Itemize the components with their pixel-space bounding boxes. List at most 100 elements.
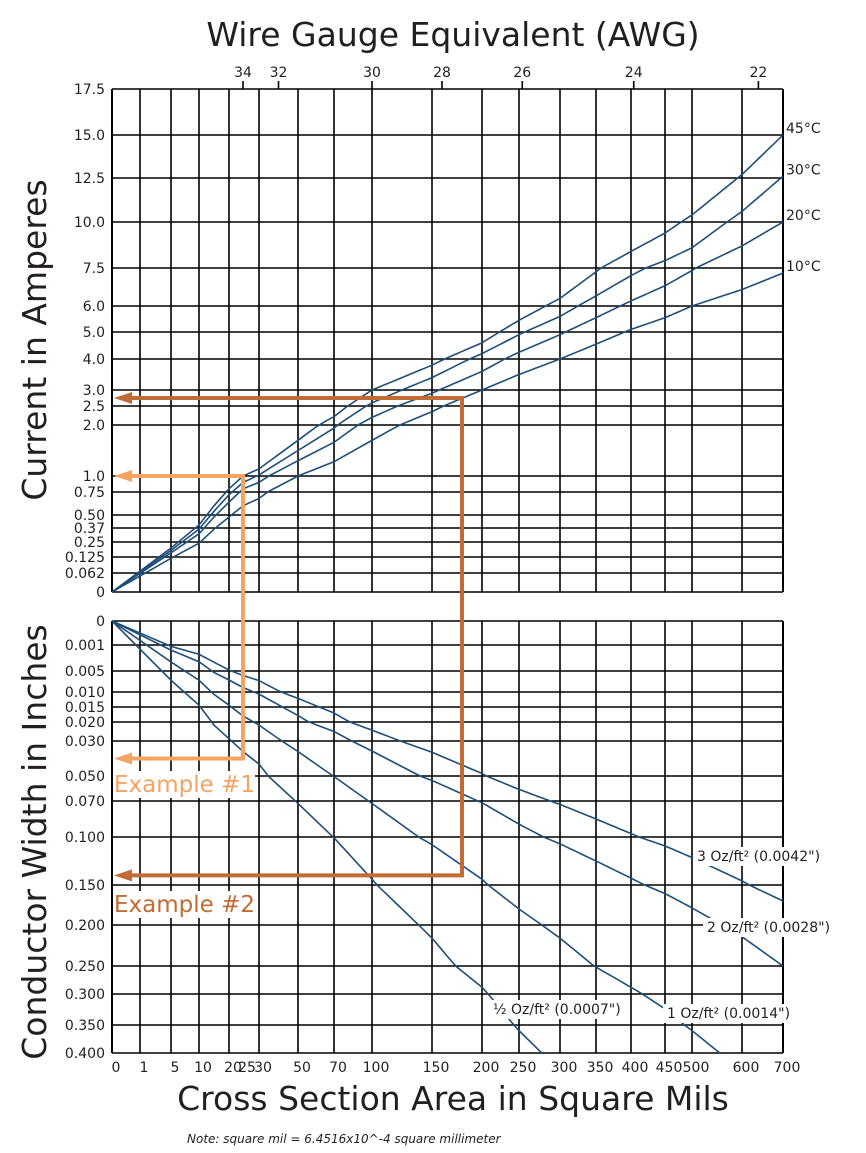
upper-y-tick-label: 1.0: [83, 469, 105, 485]
line-label: ½ Oz/ft² (0.0007"): [493, 1002, 621, 1018]
awg-tick-label: 32: [270, 65, 288, 81]
upper-y-axis-label: Current in Amperes: [15, 179, 54, 500]
example-arrowhead: [114, 869, 132, 882]
lower-y-tick-label: 0.350: [65, 1018, 105, 1034]
upper-y-tick-label: 0.50: [74, 508, 105, 524]
x-tick-label: 5: [171, 1060, 180, 1076]
x-tick-label: 700: [774, 1060, 801, 1076]
upper-y-tick-label: 10.0: [74, 215, 105, 231]
curve-label: 30°C: [786, 162, 821, 178]
line-label-bg: [693, 847, 834, 866]
x-tick-label: 350: [587, 1060, 614, 1076]
current-curve: [111, 175, 784, 593]
curve-label: 20°C: [786, 208, 821, 224]
x-tick-label: 500: [683, 1060, 710, 1076]
awg-tick-label: 26: [513, 65, 531, 81]
x-tick-label: 1: [140, 1060, 149, 1076]
upper-y-tick-label: 12.5: [74, 171, 105, 187]
awg-axis: 34 32 30 28 26 24 22: [234, 65, 767, 89]
x-tick-label: 10: [194, 1060, 212, 1076]
example-label-bg: [113, 771, 255, 798]
upper-y-tick-label: 3.0: [83, 383, 105, 399]
upper-curves: [111, 134, 784, 593]
line-label-bg: [489, 1000, 630, 1019]
x-tick-label: 600: [733, 1060, 760, 1076]
upper-y-tick-label: 0: [96, 585, 105, 601]
upper-y-tick-label: 0.25: [74, 535, 105, 551]
upper-y-tick-label: 2.5: [83, 399, 105, 415]
lower-y-tick-label: 0.400: [65, 1046, 105, 1062]
awg-tick-label: 22: [749, 65, 767, 81]
x-tick-label: 100: [363, 1060, 390, 1076]
example-arrowhead: [114, 392, 132, 404]
lower-y-tick-label: 0.100: [65, 830, 105, 846]
example-label: Example #1: [114, 772, 255, 798]
lower-y-axis-label: Conductor Width in Inches: [15, 624, 54, 1059]
example-arrowhead: [114, 470, 132, 482]
lower-y-tick-label: 0: [96, 614, 105, 630]
x-axis-label: Cross Section Area in Square Mils: [177, 1079, 729, 1118]
x-tick-label: 20: [224, 1060, 242, 1076]
example-path: [128, 396, 464, 878]
lower-y-tick-label: 0.001: [65, 638, 105, 654]
x-tick-label: 25: [238, 1060, 256, 1076]
lower-y-tick-label: 0.015: [65, 700, 105, 716]
current-curve: [111, 272, 784, 593]
upper-y-tick-label: 7.5: [83, 261, 105, 277]
x-tick-label: 30: [254, 1060, 272, 1076]
x-tick-label: 200: [473, 1060, 500, 1076]
lower-y-tick-label: 0.250: [65, 959, 105, 975]
awg-tick-label: 34: [234, 65, 252, 81]
lower-y-tick-label: 0.010: [65, 685, 105, 701]
curve-label: 10°C: [786, 259, 821, 275]
upper-y-tick-label: 0.062: [65, 566, 105, 582]
awg-tick-label: 24: [625, 65, 643, 81]
current-curve: [111, 134, 784, 593]
x-tick-label: 300: [551, 1060, 578, 1076]
lower-y-tick-label: 0.050: [65, 769, 105, 785]
x-tick-label: 50: [293, 1060, 311, 1076]
awg-tick-label: 30: [363, 65, 381, 81]
x-tick-label: 70: [329, 1060, 347, 1076]
lower-y-tick-label: 0.020: [65, 715, 105, 731]
awg-tick-label: 28: [433, 65, 451, 81]
lower-line-labels: 3 Oz/ft² (0.0042") 2 Oz/ft² (0.0028") 1 Oz…: [489, 847, 844, 1023]
lower-grid: [111, 620, 784, 1054]
line-label: 1 Oz/ft² (0.0014"): [667, 1006, 790, 1022]
line-label-bg: [703, 918, 844, 937]
upper-y-tick-label: 0.37: [74, 521, 105, 537]
line-label: 2 Oz/ft² (0.0028"): [707, 920, 830, 936]
lower-y-tick-label: 0.200: [65, 918, 105, 934]
example-label: Example #2: [114, 892, 255, 918]
upper-y-tick-label: 4.0: [83, 352, 105, 368]
upper-y-tick-label: 2.0: [83, 418, 105, 434]
current-curve: [111, 221, 784, 593]
lower-y-tick-label: 0.150: [65, 878, 105, 894]
copper-weight-line: [111, 620, 784, 902]
curve-label: 45°C: [786, 121, 821, 137]
lower-y-tick-label: 0.030: [65, 734, 105, 750]
examples: Example #1 Example #2: [113, 392, 464, 918]
upper-y-tick-label: 15.0: [74, 128, 105, 144]
chart-title: Wire Gauge Equivalent (AWG): [206, 15, 699, 54]
lower-y-tick-label: 0.070: [65, 794, 105, 810]
upper-y-tick-label: 5.0: [83, 325, 105, 341]
line-label: 3 Oz/ft² (0.0042"): [697, 849, 820, 865]
upper-y-tick-label: 17.5: [74, 82, 105, 98]
lower-y-tick-label: 0.300: [65, 987, 105, 1003]
example-label-bg: [113, 891, 255, 918]
upper-y-tick-label: 0.75: [74, 485, 105, 501]
x-tick-label: 0: [112, 1060, 121, 1076]
line-label-bg: [663, 1004, 804, 1023]
lower-y-tick-label: 0.005: [65, 664, 105, 680]
x-tick-label: 400: [622, 1060, 649, 1076]
upper-y-tick-label: 6.0: [83, 299, 105, 315]
footnote: Note: square mil = 6.4516x10^-4 square m…: [187, 1132, 502, 1146]
x-tick-label: 150: [423, 1060, 450, 1076]
